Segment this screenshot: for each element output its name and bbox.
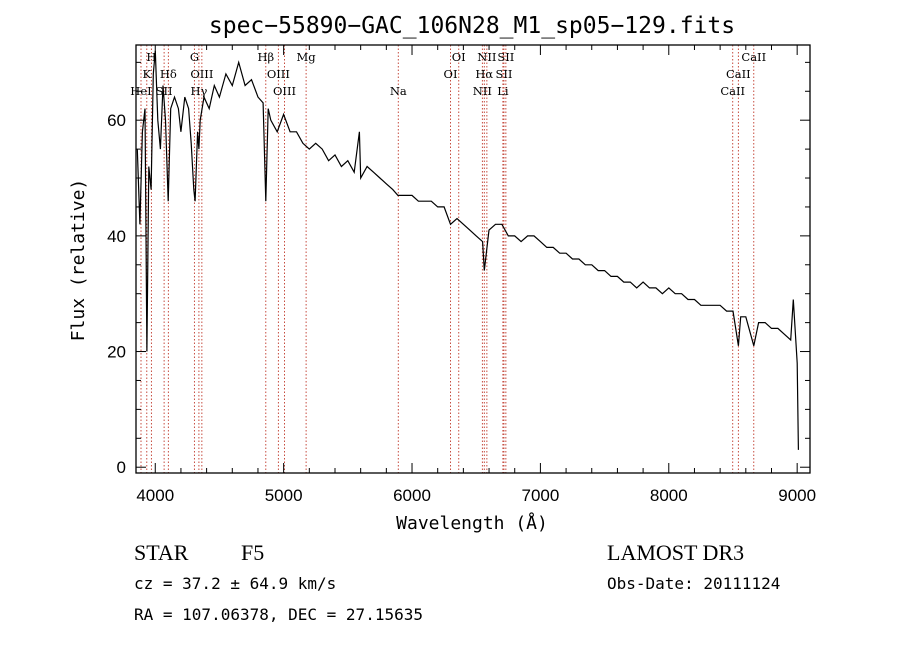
survey-name: LAMOST DR3 xyxy=(607,540,744,565)
sky-coordinates: RA = 107.06378, DEC = 27.15635 xyxy=(134,605,423,624)
y-tick-label: 60 xyxy=(107,111,126,130)
spectrum-series-line xyxy=(136,50,799,450)
line-label: CaII xyxy=(720,84,745,98)
line-label: G xyxy=(190,50,199,64)
line-label: NII xyxy=(473,84,492,98)
line-label: Hγ xyxy=(190,84,207,98)
object-class: STAR xyxy=(134,540,189,565)
line-label: OIII xyxy=(273,84,296,98)
x-tick-label: 5000 xyxy=(265,486,303,505)
line-label: K xyxy=(142,67,151,81)
y-tick-label: 0 xyxy=(117,458,126,477)
line-label: SII xyxy=(156,84,173,98)
line-label: CaII xyxy=(726,67,751,81)
y-tick-label: 40 xyxy=(107,227,126,246)
chart-title: spec−55890−GAC_106N28_M1_sp05−129.fits xyxy=(209,13,735,39)
observation-date: Obs-Date: 20111124 xyxy=(607,574,780,593)
line-label: SII xyxy=(495,67,512,81)
y-axis-title: Flux (relative) xyxy=(68,179,89,342)
x-tick-label: 8000 xyxy=(650,486,688,505)
line-label: OI xyxy=(452,50,466,64)
line-label: OIII xyxy=(267,67,290,81)
line-label: Hδ xyxy=(160,67,177,81)
line-label: Na xyxy=(390,84,407,98)
line-label: OI xyxy=(444,67,458,81)
line-label: Hα xyxy=(475,67,493,81)
x-tick-label: 7000 xyxy=(521,486,559,505)
object-subclass: F5 xyxy=(241,540,264,565)
line-label: SII xyxy=(497,50,514,64)
x-axis-title: Wavelength (Å) xyxy=(396,512,548,534)
line-label: HeI xyxy=(130,84,151,98)
line-label: H xyxy=(146,50,156,64)
x-tick-label: 9000 xyxy=(778,486,816,505)
line-label: CaII xyxy=(741,50,766,64)
axis-ticks xyxy=(136,45,810,473)
redshift-velocity: cz = 37.2 ± 64.9 km/s xyxy=(134,574,336,593)
line-label: NII xyxy=(477,50,496,64)
emission-line-markers xyxy=(140,45,755,473)
line-label: Li xyxy=(497,84,509,98)
x-tick-label: 6000 xyxy=(393,486,431,505)
plot-frame xyxy=(135,44,811,474)
y-tick-label: 20 xyxy=(107,343,126,362)
axis-tick-labels: 4000 5000 6000 7000 8000 9000 0 20 40 60 xyxy=(107,111,816,505)
line-label: Hβ xyxy=(257,50,274,64)
line-label: OIII xyxy=(190,67,213,81)
emission-line-labels: HK Hδ HeI SII G OIII Hγ Hβ OIII OIII Mg Na OI OI NII Hα… xyxy=(130,50,766,98)
line-label: Mg xyxy=(297,50,317,64)
x-tick-label: 4000 xyxy=(136,486,174,505)
